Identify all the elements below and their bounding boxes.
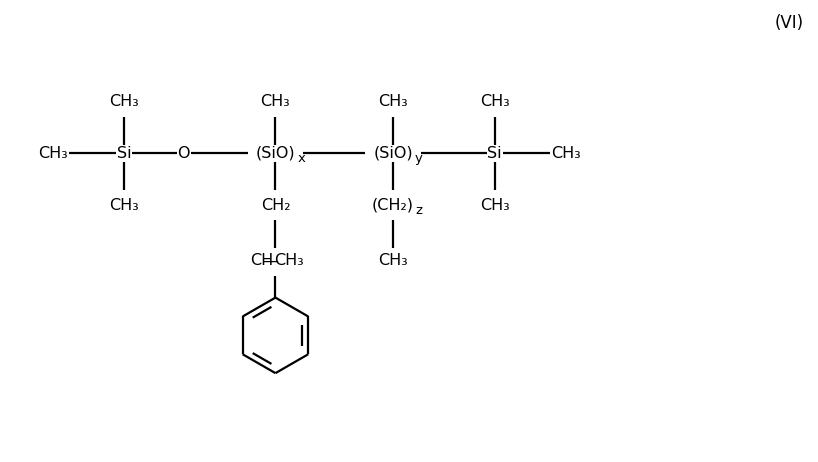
Text: CH: CH [249,253,273,268]
Text: CH₃: CH₃ [275,253,304,268]
Text: (VI): (VI) [774,14,803,32]
Text: x: x [298,152,305,165]
Text: CH₃: CH₃ [378,253,408,268]
Text: —: — [263,253,278,268]
Text: O: O [178,146,190,161]
Text: CH₃: CH₃ [551,146,582,161]
Text: CH₃: CH₃ [261,94,290,109]
Text: Si: Si [117,146,131,161]
Text: z: z [415,204,422,217]
Text: CH₃: CH₃ [480,198,510,213]
Text: Si: Si [488,146,502,161]
Text: CH₂: CH₂ [261,198,290,213]
Text: CH₃: CH₃ [378,94,408,109]
Text: CH₃: CH₃ [480,94,510,109]
Text: (CH₂): (CH₂) [372,198,414,213]
Text: CH₃: CH₃ [38,146,68,161]
Text: CH₃: CH₃ [109,198,139,213]
Text: (SiO): (SiO) [373,146,413,161]
Text: (SiO): (SiO) [256,146,295,161]
Text: CH₃: CH₃ [109,94,139,109]
Text: y: y [415,152,423,165]
